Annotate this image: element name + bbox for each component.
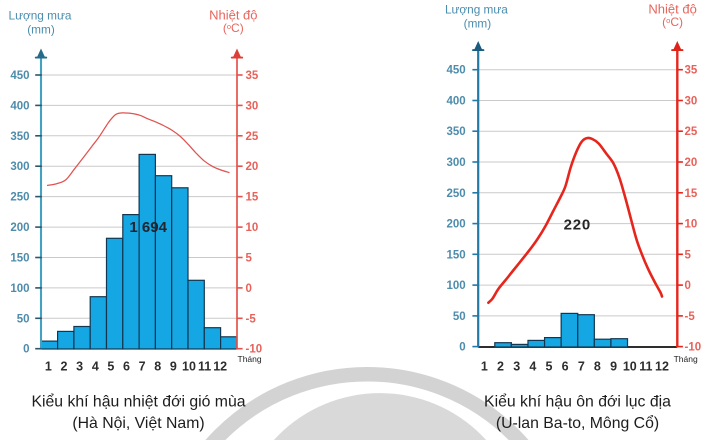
svg-text:1: 1 (481, 360, 488, 374)
svg-text:6: 6 (123, 360, 130, 374)
svg-text:11: 11 (639, 360, 652, 374)
svg-text:(U-lan Ba-to, Mông Cổ): (U-lan Ba-to, Mông Cổ) (496, 414, 659, 432)
svg-text:7: 7 (139, 360, 146, 374)
svg-text:5: 5 (107, 360, 114, 374)
svg-text:5: 5 (685, 249, 692, 261)
svg-text:12: 12 (213, 360, 227, 374)
svg-text:50: 50 (17, 313, 30, 325)
svg-text:20: 20 (685, 157, 698, 169)
svg-text:25: 25 (685, 126, 698, 138)
svg-text:50: 50 (453, 311, 466, 323)
svg-text:(Hà Nội, Việt Nam): (Hà Nội, Việt Nam) (72, 415, 204, 432)
svg-text:6: 6 (562, 360, 569, 374)
svg-text:450: 450 (10, 70, 29, 82)
svg-text:300: 300 (10, 161, 29, 173)
svg-text:35: 35 (685, 65, 698, 77)
svg-text:Nhiệt độ: Nhiệt độ (648, 1, 696, 16)
svg-text:(oC): (oC) (223, 21, 244, 35)
svg-text:Tháng: Tháng (238, 354, 262, 364)
svg-text:250: 250 (10, 192, 29, 204)
svg-text:15: 15 (246, 192, 259, 204)
svg-text:-10: -10 (246, 344, 263, 356)
svg-text:400: 400 (10, 100, 29, 112)
svg-text:220: 220 (564, 217, 591, 234)
svg-text:7: 7 (578, 360, 585, 374)
svg-text:400: 400 (447, 96, 466, 108)
svg-text:Nhiệt độ: Nhiệt độ (209, 7, 257, 22)
svg-text:5: 5 (246, 253, 253, 265)
svg-text:-10: -10 (685, 342, 702, 354)
svg-text:5: 5 (546, 360, 553, 374)
svg-text:9: 9 (610, 360, 617, 374)
svg-text:150: 150 (10, 253, 29, 265)
svg-text:20: 20 (246, 161, 259, 173)
svg-text:Kiểu khí hậu ôn đới lục địa: Kiểu khí hậu ôn đới lục địa (484, 393, 671, 411)
svg-text:0: 0 (685, 280, 691, 292)
svg-text:1: 1 (45, 360, 52, 374)
svg-text:300: 300 (447, 157, 466, 169)
svg-text:0: 0 (246, 283, 252, 295)
svg-text:10: 10 (685, 219, 698, 231)
svg-text:100: 100 (447, 280, 466, 292)
svg-text:2: 2 (61, 360, 68, 374)
svg-text:4: 4 (529, 360, 536, 374)
svg-text:(mm): (mm) (464, 17, 492, 31)
svg-text:200: 200 (447, 219, 466, 231)
svg-text:0: 0 (23, 344, 29, 356)
svg-text:3: 3 (513, 360, 520, 374)
svg-text:9: 9 (170, 360, 177, 374)
svg-text:1 694: 1 694 (129, 219, 167, 236)
svg-text:4: 4 (92, 360, 99, 374)
svg-text:2: 2 (497, 360, 504, 374)
svg-text:30: 30 (685, 96, 698, 108)
svg-text:8: 8 (154, 360, 161, 374)
svg-text:Lượng mưa: Lượng mưa (445, 2, 508, 16)
svg-text:-5: -5 (685, 311, 696, 323)
svg-text:200: 200 (10, 222, 29, 234)
svg-text:11: 11 (198, 360, 211, 374)
svg-text:3: 3 (76, 360, 83, 374)
svg-text:-5: -5 (246, 313, 257, 325)
svg-text:(mm): (mm) (27, 23, 55, 37)
svg-text:35: 35 (246, 70, 259, 82)
svg-text:350: 350 (447, 126, 466, 138)
svg-text:100: 100 (10, 283, 29, 295)
svg-text:25: 25 (246, 131, 259, 143)
svg-text:10: 10 (182, 360, 196, 374)
svg-text:Lượng mưa: Lượng mưa (9, 8, 72, 22)
svg-text:Kiểu khí hậu nhiệt đới gió mùa: Kiểu khí hậu nhiệt đới gió mùa (31, 393, 245, 411)
svg-text:15: 15 (685, 188, 698, 200)
svg-text:450: 450 (447, 65, 466, 77)
svg-text:10: 10 (246, 222, 259, 234)
svg-text:Tháng: Tháng (674, 354, 698, 364)
svg-text:30: 30 (246, 100, 259, 112)
svg-text:(oC): (oC) (662, 15, 683, 29)
svg-text:350: 350 (10, 131, 29, 143)
svg-text:12: 12 (655, 360, 669, 374)
svg-text:150: 150 (447, 249, 466, 261)
svg-text:250: 250 (447, 188, 466, 200)
svg-text:10: 10 (623, 360, 637, 374)
svg-text:8: 8 (594, 360, 601, 374)
svg-text:0: 0 (459, 342, 465, 354)
